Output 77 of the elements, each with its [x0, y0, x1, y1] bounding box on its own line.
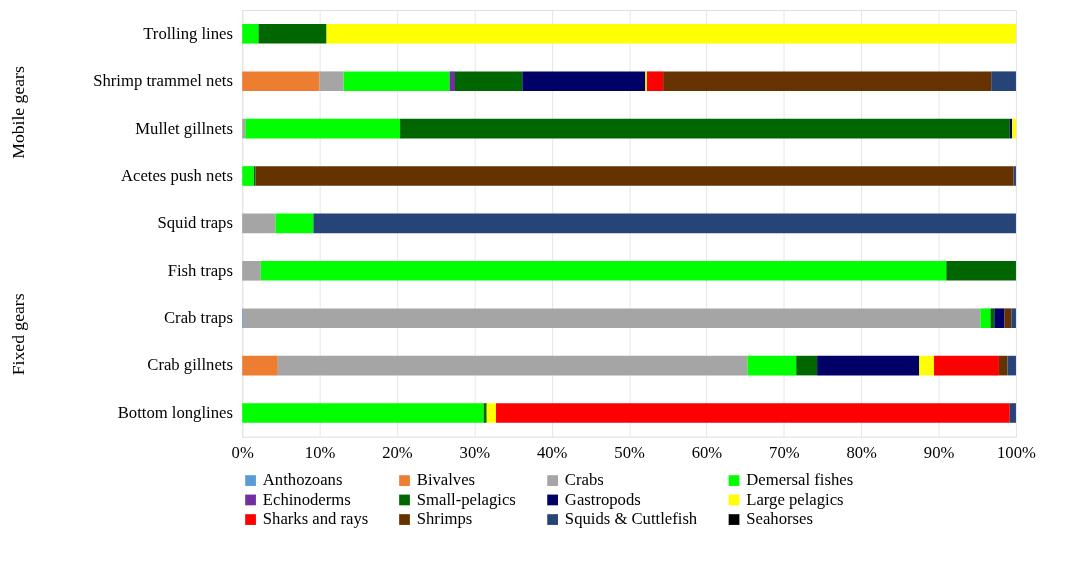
- bar: [242, 213, 276, 234]
- bar: [486, 403, 497, 423]
- bar: [998, 355, 1008, 376]
- legend-label: Bivalves: [416, 470, 476, 490]
- bar: [245, 118, 401, 139]
- bar: [990, 308, 995, 328]
- bar: [242, 355, 278, 376]
- legend-label: Demersal fishes: [746, 470, 854, 490]
- y-tick-label: Fish traps: [167, 260, 233, 280]
- x-tick-label: 40%: [536, 442, 568, 462]
- bar: [242, 166, 254, 186]
- x-tick-label: 100%: [997, 442, 1037, 462]
- bar: [1004, 308, 1012, 328]
- bar: [242, 118, 246, 139]
- x-tick-label: 0%: [231, 442, 254, 462]
- y-tick-label: Squid traps: [157, 213, 233, 233]
- x-tick-label: 10%: [304, 442, 336, 462]
- legend-label: Anthozoans: [262, 470, 343, 490]
- legend-label: Small-pelagics: [416, 489, 516, 509]
- bar: [1009, 403, 1016, 423]
- legend-label: Gastropods: [564, 489, 641, 509]
- bar: [449, 71, 455, 92]
- y-tick-label: Bottom longlines: [117, 402, 233, 422]
- legend-label: Shrimps: [416, 509, 473, 529]
- bar: [242, 403, 484, 423]
- bar: [933, 355, 999, 376]
- y-tick-label: Trolling lines: [143, 23, 233, 43]
- x-tick-label: 30%: [459, 442, 491, 462]
- legend-label: Large pelagics: [746, 489, 844, 509]
- bar: [313, 213, 1016, 234]
- bar: [275, 213, 314, 234]
- bar: [991, 71, 1016, 92]
- bar: [994, 308, 1005, 328]
- bar: [326, 24, 1016, 44]
- legend-label: Squids & Cuttlefish: [564, 509, 698, 529]
- bar: [242, 260, 261, 281]
- bar: [663, 71, 992, 92]
- bar: [242, 71, 320, 92]
- legend-label: Crabs: [564, 470, 604, 490]
- bar: [242, 24, 259, 44]
- x-tick-label: 50%: [614, 442, 645, 462]
- y-tick-label: Crab traps: [163, 308, 233, 328]
- legend-label: Echinoderms: [262, 489, 351, 509]
- bar: [400, 118, 1010, 139]
- text: Mobile gears: [7, 66, 28, 159]
- x-tick-label: 90%: [923, 442, 955, 462]
- x-tick-label: 20%: [382, 442, 413, 462]
- bar: [255, 166, 1014, 186]
- bar: [243, 308, 981, 328]
- bar: [747, 355, 797, 376]
- bar: [483, 403, 487, 423]
- text: Fixed gears: [7, 293, 28, 376]
- bar: [919, 355, 934, 376]
- bar: [343, 71, 450, 92]
- bar: [1011, 308, 1016, 328]
- x-tick-label: 60%: [691, 442, 723, 462]
- x-tick-label: 70%: [769, 442, 800, 462]
- bar: [455, 71, 523, 92]
- y-tick-label: Crab gillnets: [147, 355, 233, 375]
- bar: [946, 260, 1016, 281]
- x-tick-label: 80%: [846, 442, 878, 462]
- bar: [646, 71, 664, 92]
- bar: [258, 24, 327, 44]
- bar: [1007, 355, 1016, 376]
- bar: [319, 71, 344, 92]
- bar: [980, 308, 991, 328]
- y-tick-label: Acetes push nets: [120, 165, 233, 185]
- bar: [522, 71, 646, 92]
- bar: [260, 260, 947, 281]
- bar: [496, 403, 1010, 423]
- bar: [277, 355, 748, 376]
- y-tick-label: Mullet gillnets: [135, 118, 233, 138]
- bar: [817, 355, 920, 376]
- bar: [796, 355, 818, 376]
- legend-label: Seahorses: [746, 509, 813, 529]
- legend-label: Sharks and rays: [262, 509, 369, 529]
- y-tick-label: Shrimp trammel nets: [93, 71, 233, 91]
